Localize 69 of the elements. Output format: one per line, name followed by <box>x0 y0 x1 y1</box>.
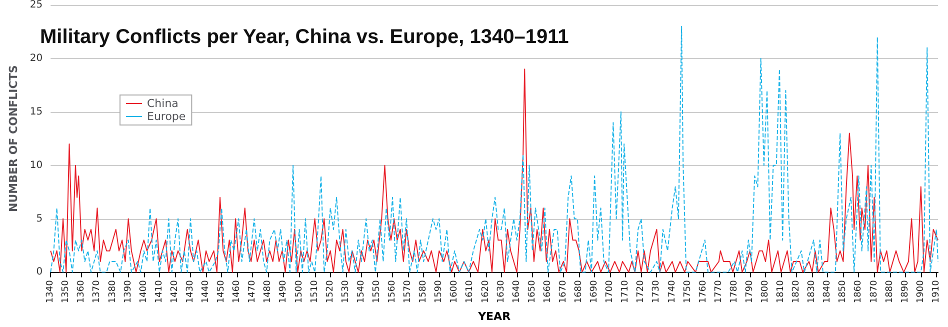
y-tick-label: 15 <box>30 106 43 118</box>
y-tick-label: 10 <box>30 160 43 171</box>
x-tick-label: 1380 <box>108 280 118 304</box>
x-tick-label: 1800 <box>760 280 770 304</box>
y-tick-label: 20 <box>30 52 43 64</box>
x-tick-label: 1610 <box>465 280 476 304</box>
x-tick-label: 1810 <box>776 280 786 304</box>
x-tick-label: 1720 <box>636 280 646 304</box>
x-tick-label: 1900 <box>916 280 926 304</box>
x-tick-label: 1770 <box>714 280 724 304</box>
x-tick-label: 1580 <box>418 280 429 304</box>
x-tick-label: 1410 <box>154 280 164 304</box>
x-tick-label: 1360 <box>76 280 87 304</box>
x-tick-label: 1530 <box>340 280 351 304</box>
x-tick-label: 1680 <box>574 280 584 304</box>
x-tick-label: 1470 <box>248 280 258 304</box>
x-tick-label: 1550 <box>372 280 382 304</box>
x-tick-label: 1820 <box>792 280 802 304</box>
x-tick-label: 1590 <box>434 280 444 304</box>
x-tick-label: 1400 <box>138 280 149 304</box>
x-tick-label: 1750 <box>682 280 693 304</box>
x-axis-title: YEAR <box>477 310 512 323</box>
x-tick-label: 1630 <box>496 280 506 304</box>
x-tick-label: 1860 <box>854 280 864 304</box>
x-tick-label: 1690 <box>590 280 600 304</box>
x-tick-label: 1370 <box>92 280 102 304</box>
x-tick-label: 1560 <box>388 280 398 304</box>
x-tick-label: 1440 <box>201 280 212 304</box>
x-tick-label: 1850 <box>838 280 848 304</box>
x-tick-label: 1340 <box>46 280 56 304</box>
x-tick-label: 1460 <box>232 280 242 304</box>
x-tick-label: 1790 <box>744 280 755 304</box>
x-tick-label: 1760 <box>698 280 708 304</box>
legend-label: Europe <box>147 110 186 123</box>
x-tick-label: 1510 <box>310 280 320 304</box>
x-tick-label: 1490 <box>278 280 289 304</box>
x-tick-label: 1480 <box>263 280 274 304</box>
x-tick-label: 1890 <box>900 280 910 304</box>
x-tick-label: 1700 <box>605 280 616 304</box>
x-tick-label: 1420 <box>170 280 180 304</box>
x-tick-label: 1830 <box>807 280 818 304</box>
x-tick-label: 1620 <box>480 280 491 304</box>
x-tick-label: 1640 <box>512 280 522 304</box>
x-tick-label: 1740 <box>667 280 678 304</box>
x-tick-label: 1570 <box>403 280 414 304</box>
x-tick-label: 1880 <box>884 280 895 304</box>
x-tick-label: 1670 <box>558 280 568 304</box>
x-tick-label: 1430 <box>185 280 196 304</box>
y-tick-label: 5 <box>36 213 43 224</box>
x-tick-label: 1730 <box>652 280 662 304</box>
x-tick-label: 1600 <box>450 280 460 304</box>
x-tick-label: 1500 <box>294 280 304 304</box>
x-tick-label: 1710 <box>620 280 631 304</box>
x-tick-label: 1450 <box>216 280 227 304</box>
y-tick-label: 25 <box>30 0 43 10</box>
x-tick-label: 1650 <box>527 280 538 304</box>
x-tick-label: 1390 <box>123 280 134 304</box>
x-tick-label: 1780 <box>729 280 740 304</box>
x-tick-label: 1520 <box>325 280 336 304</box>
x-tick-label: 1840 <box>822 280 833 304</box>
x-tick-label: 1910 <box>931 280 942 304</box>
legend-label: China <box>147 97 178 110</box>
x-tick-label: 1870 <box>869 280 880 304</box>
x-tick-label: 1660 <box>542 280 553 304</box>
y-axis-title: NUMBER OF CONFLICTS <box>7 65 20 212</box>
x-tick-label: 1350 <box>61 280 72 304</box>
x-tick-label: 1540 <box>356 280 366 304</box>
text: Military Conflicts per Year, China vs. Europe, 1340–1911 <box>40 26 569 48</box>
y-tick-label: 0 <box>36 266 43 278</box>
